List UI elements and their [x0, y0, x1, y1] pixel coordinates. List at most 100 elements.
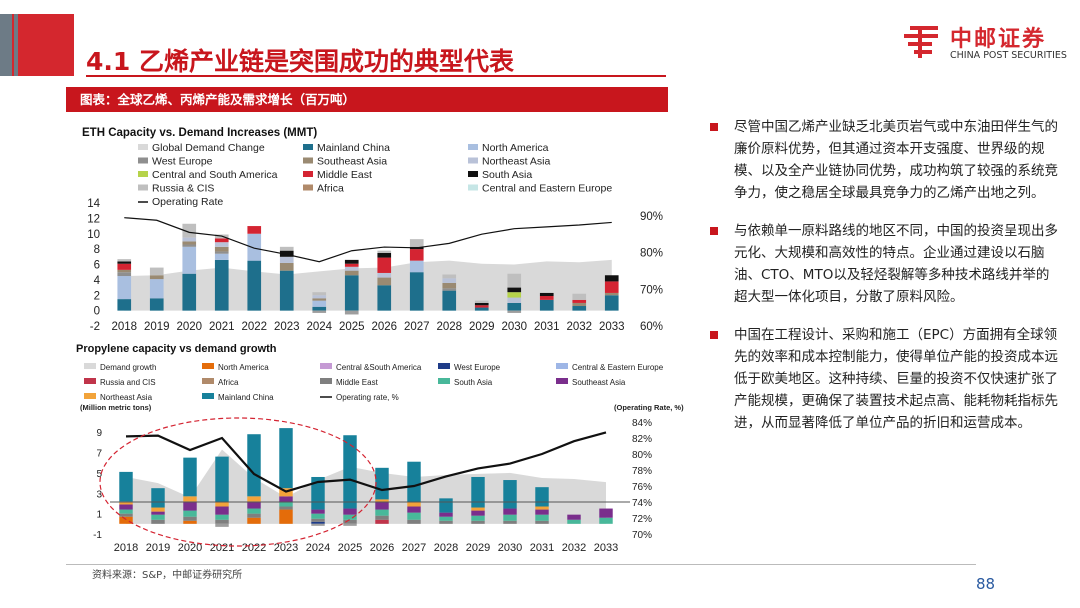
- bar-negative: [344, 310, 359, 315]
- bar-segment: [182, 246, 197, 274]
- bar-segment: [344, 259, 359, 264]
- bar-segment: [344, 275, 359, 311]
- y2-tick-label: 80%: [640, 248, 663, 260]
- y2-tick-label: 74%: [632, 498, 652, 509]
- legend-label: Central &South America: [336, 363, 422, 372]
- x-tick-label: 2018: [111, 321, 137, 333]
- bullet-item: 与依赖单一原料路线的地区不同，中国的投资呈现出多元化、大规模和高效性的特点。企业…: [708, 220, 1060, 308]
- bar-segment: [117, 272, 132, 277]
- legend-swatch: [303, 144, 313, 150]
- y-axis-title: (Million metric tons): [80, 403, 152, 412]
- bar-segment: [535, 514, 549, 521]
- bar-segment: [279, 509, 293, 524]
- y-tick-label: 4: [94, 275, 101, 287]
- bar-segment: [279, 506, 293, 510]
- bar-segment: [117, 263, 132, 270]
- legend-label: Northeast Asia: [100, 393, 153, 402]
- legend-swatch: [202, 363, 214, 369]
- bar-segment: [279, 270, 294, 311]
- bar-segment: [471, 507, 485, 511]
- demand-area: [124, 259, 612, 311]
- legend-swatch: [468, 144, 478, 150]
- x-tick-label: 2028: [434, 542, 458, 554]
- header-accent-stripe-thin: [14, 14, 18, 76]
- bar-segment: [311, 476, 325, 510]
- bar-segment: [117, 276, 132, 300]
- bar-negative: [215, 523, 229, 527]
- x-tick-label: 2033: [594, 542, 618, 554]
- bar-segment: [119, 516, 133, 524]
- bar-segment: [407, 502, 421, 507]
- legend-label: North America: [482, 142, 549, 154]
- bar-segment: [117, 259, 132, 262]
- bar-segment: [604, 281, 619, 293]
- bar-segment: [439, 516, 453, 521]
- legend-label: Southeast Asia: [317, 156, 387, 168]
- y-tick-label: 1: [96, 510, 102, 521]
- chart1-title: ETH Capacity vs. Demand Increases (MMT): [82, 127, 318, 139]
- bar-segment: [507, 292, 522, 298]
- bar-segment: [572, 293, 587, 300]
- bar-segment: [119, 509, 133, 514]
- legend-label: South Asia: [482, 169, 532, 181]
- bar-segment: [375, 519, 389, 524]
- bar-segment: [343, 514, 357, 520]
- x-tick-label: 2020: [176, 321, 202, 333]
- bar-segment: [375, 467, 389, 500]
- bar-segment: [344, 263, 359, 267]
- legend-label: Russia & CIS: [152, 183, 214, 195]
- bullet-text: 中国在工程设计、采购和施工（EPC）方面拥有全球领先的效率和成本控制能力，使得单…: [734, 327, 1058, 431]
- bar-segment: [471, 520, 485, 524]
- bullet-marker-icon: [710, 227, 718, 235]
- bar-segment: [474, 305, 489, 308]
- bar-negative: [311, 523, 325, 526]
- bar-segment: [279, 246, 294, 251]
- bar-segment: [279, 502, 293, 507]
- bar-segment: [439, 498, 453, 513]
- y2-tick-label: 72%: [632, 514, 652, 525]
- legend-label: West Europe: [152, 156, 213, 168]
- x-tick-label: 2020: [178, 542, 202, 554]
- bullet-marker-icon: [710, 123, 718, 131]
- y-tick-label: 9: [96, 428, 102, 439]
- bar-segment: [182, 241, 197, 245]
- legend-swatch: [468, 171, 478, 177]
- bar-segment: [377, 250, 392, 253]
- bar-segment: [442, 290, 457, 311]
- bar-segment: [215, 506, 229, 515]
- bullet-list: 尽管中国乙烯产业缺乏北美页岩气或中东油田伴生气的廉价原料优势，但其通过资本开支强…: [708, 116, 1060, 450]
- bar-segment: [215, 456, 229, 503]
- bar-segment: [604, 295, 619, 311]
- legend-swatch: [468, 157, 478, 164]
- x-tick-label: 2024: [306, 542, 330, 554]
- x-tick-label: 2022: [241, 321, 267, 333]
- legend-label: Operating rate, %: [336, 393, 399, 402]
- bar-segment: [214, 242, 229, 247]
- legend-label: Northeast Asia: [482, 156, 550, 168]
- bar-segment: [407, 519, 421, 524]
- legend-swatch: [320, 378, 332, 384]
- legend-swatch: [202, 393, 214, 399]
- legend-label: Central & Eastern Europe: [572, 363, 664, 372]
- figure-caption: 图表：全球乙烯、丙烯产能及需求增长（百万吨）: [66, 87, 668, 112]
- bar-segment: [117, 269, 132, 273]
- bar-segment: [247, 260, 262, 311]
- bar-segment: [117, 299, 132, 311]
- bar-segment: [439, 512, 453, 517]
- bullet-item: 尽管中国乙烯产业缺乏北美页岩气或中东油田伴生气的廉价原料优势，但其通过资本开支强…: [708, 116, 1060, 204]
- operating-rate-line: [125, 431, 607, 493]
- bullet-item: 中国在工程设计、采购和施工（EPC）方面拥有全球领先的效率和成本控制能力，使得单…: [708, 324, 1060, 434]
- bar-segment: [377, 285, 392, 311]
- legend-label: Central and Eastern Europe: [482, 183, 612, 195]
- bar-segment: [119, 471, 133, 502]
- bar-segment: [507, 302, 522, 311]
- x-tick-label: 2032: [566, 321, 592, 333]
- operating-rate-line: [124, 217, 612, 263]
- y2-axis-title: (Operating Rate, %): [614, 403, 684, 412]
- bar-segment: [407, 461, 421, 503]
- legend-label: Global Demand Change: [152, 142, 265, 154]
- bar-segment: [474, 307, 489, 311]
- x-tick-label: 2021: [210, 542, 234, 554]
